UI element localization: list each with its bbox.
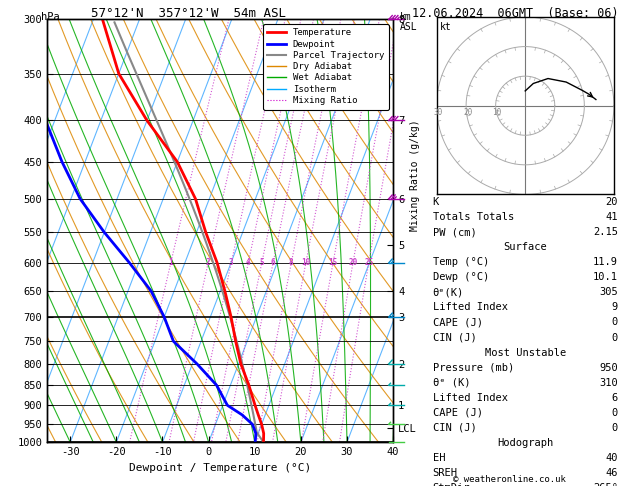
Text: Lifted Index: Lifted Index xyxy=(433,393,508,403)
Text: 0: 0 xyxy=(611,423,618,433)
Text: PW (cm): PW (cm) xyxy=(433,227,476,237)
Text: 41: 41 xyxy=(605,212,618,222)
Text: 305: 305 xyxy=(599,287,618,297)
Text: 30: 30 xyxy=(433,107,443,117)
Text: 0: 0 xyxy=(611,332,618,343)
Legend: Temperature, Dewpoint, Parcel Trajectory, Dry Adiabat, Wet Adiabat, Isotherm, Mi: Temperature, Dewpoint, Parcel Trajectory… xyxy=(263,24,389,109)
Text: CIN (J): CIN (J) xyxy=(433,332,476,343)
Text: SREH: SREH xyxy=(433,468,458,478)
Text: 0: 0 xyxy=(611,317,618,328)
Text: 8: 8 xyxy=(289,259,294,267)
Text: K: K xyxy=(433,197,439,207)
Text: kt: kt xyxy=(440,22,452,33)
Text: CAPE (J): CAPE (J) xyxy=(433,408,482,418)
Text: θᵉ (K): θᵉ (K) xyxy=(433,378,470,388)
Text: StmDir: StmDir xyxy=(433,483,470,486)
Text: 6: 6 xyxy=(611,393,618,403)
Text: km
ASL: km ASL xyxy=(399,12,417,32)
Text: 3: 3 xyxy=(229,259,233,267)
Text: 20: 20 xyxy=(463,107,472,117)
Text: 20: 20 xyxy=(605,197,618,207)
Text: Lifted Index: Lifted Index xyxy=(433,302,508,312)
Text: 6: 6 xyxy=(270,259,276,267)
Text: hPa: hPa xyxy=(41,12,60,22)
Text: 10: 10 xyxy=(493,107,502,117)
Text: 4: 4 xyxy=(246,259,250,267)
Text: 11.9: 11.9 xyxy=(593,257,618,267)
Text: 10.1: 10.1 xyxy=(593,272,618,282)
Text: 10: 10 xyxy=(301,259,311,267)
Text: 5: 5 xyxy=(259,259,264,267)
Text: Mixing Ratio (g/kg): Mixing Ratio (g/kg) xyxy=(410,119,420,231)
Text: © weatheronline.co.uk: © weatheronline.co.uk xyxy=(453,474,566,484)
Text: 25: 25 xyxy=(364,259,374,267)
Text: Most Unstable: Most Unstable xyxy=(484,347,566,358)
Text: 40: 40 xyxy=(605,453,618,463)
Text: 2: 2 xyxy=(206,259,211,267)
X-axis label: Dewpoint / Temperature (°C): Dewpoint / Temperature (°C) xyxy=(129,463,311,473)
Text: 2.15: 2.15 xyxy=(593,227,618,237)
Text: Dewp (°C): Dewp (°C) xyxy=(433,272,489,282)
Text: 46: 46 xyxy=(605,468,618,478)
Text: CIN (J): CIN (J) xyxy=(433,423,476,433)
Text: 0: 0 xyxy=(611,408,618,418)
Text: 12.06.2024  06GMT  (Base: 06): 12.06.2024 06GMT (Base: 06) xyxy=(413,7,619,20)
Text: 265°: 265° xyxy=(593,483,618,486)
Text: 15: 15 xyxy=(328,259,338,267)
Text: Pressure (mb): Pressure (mb) xyxy=(433,363,514,373)
Text: 1: 1 xyxy=(169,259,173,267)
Text: 950: 950 xyxy=(599,363,618,373)
Text: Temp (°C): Temp (°C) xyxy=(433,257,489,267)
Text: 310: 310 xyxy=(599,378,618,388)
Text: Totals Totals: Totals Totals xyxy=(433,212,514,222)
Text: θᵉ(K): θᵉ(K) xyxy=(433,287,464,297)
Text: Hodograph: Hodograph xyxy=(497,438,554,448)
Text: 9: 9 xyxy=(611,302,618,312)
Text: 20: 20 xyxy=(348,259,358,267)
Text: EH: EH xyxy=(433,453,445,463)
Text: CAPE (J): CAPE (J) xyxy=(433,317,482,328)
Text: 57°12'N  357°12'W  54m ASL: 57°12'N 357°12'W 54m ASL xyxy=(91,7,286,20)
Text: Surface: Surface xyxy=(503,242,547,252)
